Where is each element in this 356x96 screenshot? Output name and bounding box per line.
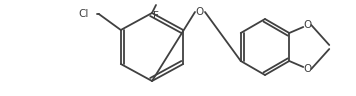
Text: F: F bbox=[153, 11, 159, 21]
Text: O: O bbox=[303, 20, 312, 30]
Text: O: O bbox=[196, 7, 204, 17]
Text: O: O bbox=[303, 64, 312, 74]
Text: Cl: Cl bbox=[78, 9, 89, 19]
